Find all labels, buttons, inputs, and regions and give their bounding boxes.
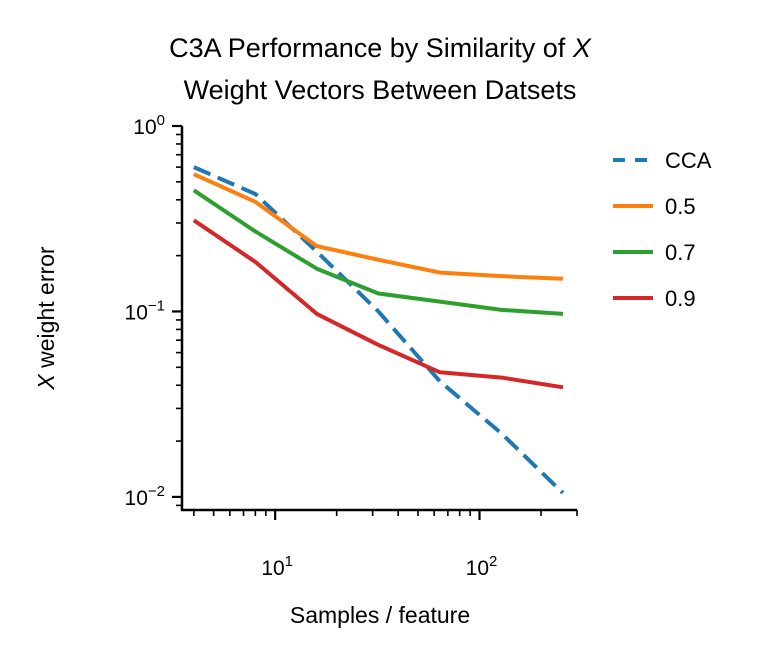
legend: CCA 0.5 0.7 0.9 [613,148,712,311]
legend-label: CCA [665,148,712,173]
axis-labels: 101 102 10−2 10−1 100 Samples / feature X weig… [33,112,497,628]
series-line-0-5 [193,172,564,281]
title-line-2: Weight Vectors Between Datsets [184,75,577,105]
y-tick-label: 10−1 [125,297,165,324]
x-tick-label: 102 [466,553,498,580]
legend-item: 0.9 [613,286,696,311]
legend-label: 0.7 [665,240,696,265]
series-line-0-9 [192,218,564,390]
series-line-cca [193,165,565,495]
x-axis-label: Samples / feature [290,602,470,628]
y-tick-label: 10−2 [125,483,165,510]
legend-item: CCA [613,148,712,173]
y-tick-label: 100 [133,112,165,139]
legend-item: 0.7 [613,240,696,265]
title-line-1: C3A Performance by Similarity of X [169,33,592,63]
axes [172,124,578,520]
series-line-0-7 [192,188,564,316]
plot-area [192,165,565,495]
y-axis-label: X weight error [33,246,59,391]
x-tick-label: 101 [261,553,293,580]
chart-title: C3A Performance by Similarity of X Weight… [169,33,592,105]
legend-label: 0.5 [665,194,696,219]
legend-item: 0.5 [613,194,696,219]
legend-label: 0.9 [665,286,696,311]
